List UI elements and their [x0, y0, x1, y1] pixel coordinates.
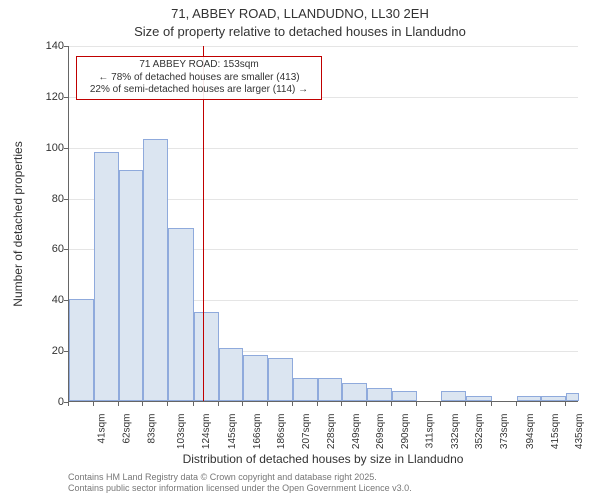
chart-title-line2: Size of property relative to detached ho…: [0, 24, 600, 39]
x-tick-mark: [440, 402, 441, 406]
x-tick-label: 166sqm: [252, 414, 263, 450]
x-tick-mark: [317, 402, 318, 406]
x-tick-mark: [118, 402, 119, 406]
grid-line: [69, 46, 578, 47]
y-tick-label: 60: [34, 243, 64, 255]
x-tick-mark: [465, 402, 466, 406]
footer-line-2: Contains public sector information licen…: [68, 483, 578, 494]
x-tick-mark: [68, 402, 69, 406]
footer-attribution: Contains HM Land Registry data © Crown c…: [68, 472, 578, 495]
x-tick-label: 332sqm: [450, 414, 461, 450]
x-tick-mark: [267, 402, 268, 406]
histogram-bar: [293, 378, 318, 401]
x-tick-mark: [218, 402, 219, 406]
y-tick-label: 20: [34, 345, 64, 357]
x-tick-mark: [292, 402, 293, 406]
histogram-bar: [466, 396, 491, 401]
x-tick-mark: [516, 402, 517, 406]
x-axis-label: Distribution of detached houses by size …: [68, 452, 578, 466]
histogram-bar: [243, 355, 268, 401]
histogram-bar: [318, 378, 342, 401]
x-tick-label: 394sqm: [525, 414, 536, 450]
x-tick-mark: [491, 402, 492, 406]
histogram-bar: [342, 383, 367, 401]
y-tick-label: 40: [34, 294, 64, 306]
chart-container: 71, ABBEY ROAD, LLANDUDNO, LL30 2EH Size…: [0, 0, 600, 500]
histogram-bar: [143, 139, 168, 401]
x-tick-mark: [167, 402, 168, 406]
x-tick-label: 249sqm: [351, 414, 362, 450]
x-tick-label: 373sqm: [500, 414, 511, 450]
x-tick-label: 124sqm: [201, 414, 212, 450]
footer-line-1: Contains HM Land Registry data © Crown c…: [68, 472, 578, 483]
histogram-bar: [219, 348, 243, 401]
histogram-bar: [194, 312, 219, 401]
x-tick-label: 103sqm: [176, 414, 187, 450]
histogram-bar: [168, 228, 193, 401]
histogram-bar: [392, 391, 417, 401]
x-tick-mark: [93, 402, 94, 406]
annotation-line-3: 22% of semi-detached houses are larger (…: [81, 84, 317, 97]
x-tick-label: 228sqm: [326, 414, 337, 450]
x-tick-label: 311sqm: [425, 414, 436, 449]
x-tick-label: 352sqm: [474, 414, 485, 450]
x-tick-mark: [391, 402, 392, 406]
chart-title-line1: 71, ABBEY ROAD, LLANDUDNO, LL30 2EH: [0, 6, 600, 21]
x-tick-mark: [242, 402, 243, 406]
x-tick-mark: [193, 402, 194, 406]
x-tick-mark: [366, 402, 367, 406]
x-tick-mark: [540, 402, 541, 406]
y-tick-label: 0: [34, 396, 64, 408]
x-tick-mark: [416, 402, 417, 406]
annotation-line-2: ← 78% of detached houses are smaller (41…: [81, 72, 317, 85]
y-tick-label: 100: [34, 142, 64, 154]
x-tick-label: 269sqm: [375, 414, 386, 450]
x-tick-label: 83sqm: [147, 414, 158, 444]
x-tick-label: 290sqm: [400, 414, 411, 450]
annotation-line-1: 71 ABBEY ROAD: 153sqm: [81, 59, 317, 72]
histogram-bar: [541, 396, 566, 401]
x-tick-label: 62sqm: [122, 414, 133, 444]
x-tick-mark: [565, 402, 566, 406]
histogram-bar: [566, 393, 579, 401]
histogram-bar: [441, 391, 466, 401]
histogram-bar: [367, 388, 392, 401]
histogram-bar: [94, 152, 119, 401]
x-tick-mark: [341, 402, 342, 406]
histogram-bar: [517, 396, 541, 401]
x-tick-label: 145sqm: [227, 414, 238, 450]
y-tick-label: 120: [34, 91, 64, 103]
y-axis-label: Number of detached properties: [11, 141, 25, 306]
histogram-bar: [119, 170, 143, 401]
x-tick-label: 435sqm: [574, 414, 585, 450]
x-tick-label: 41sqm: [97, 414, 108, 444]
histogram-bar: [268, 358, 293, 401]
x-tick-label: 415sqm: [550, 414, 561, 450]
x-tick-mark: [142, 402, 143, 406]
y-tick-label: 140: [34, 40, 64, 52]
x-tick-label: 207sqm: [301, 414, 312, 450]
y-tick-label: 80: [34, 193, 64, 205]
histogram-bar: [69, 299, 94, 401]
x-tick-label: 186sqm: [276, 414, 287, 450]
annotation-box: 71 ABBEY ROAD: 153sqm ← 78% of detached …: [76, 56, 322, 100]
